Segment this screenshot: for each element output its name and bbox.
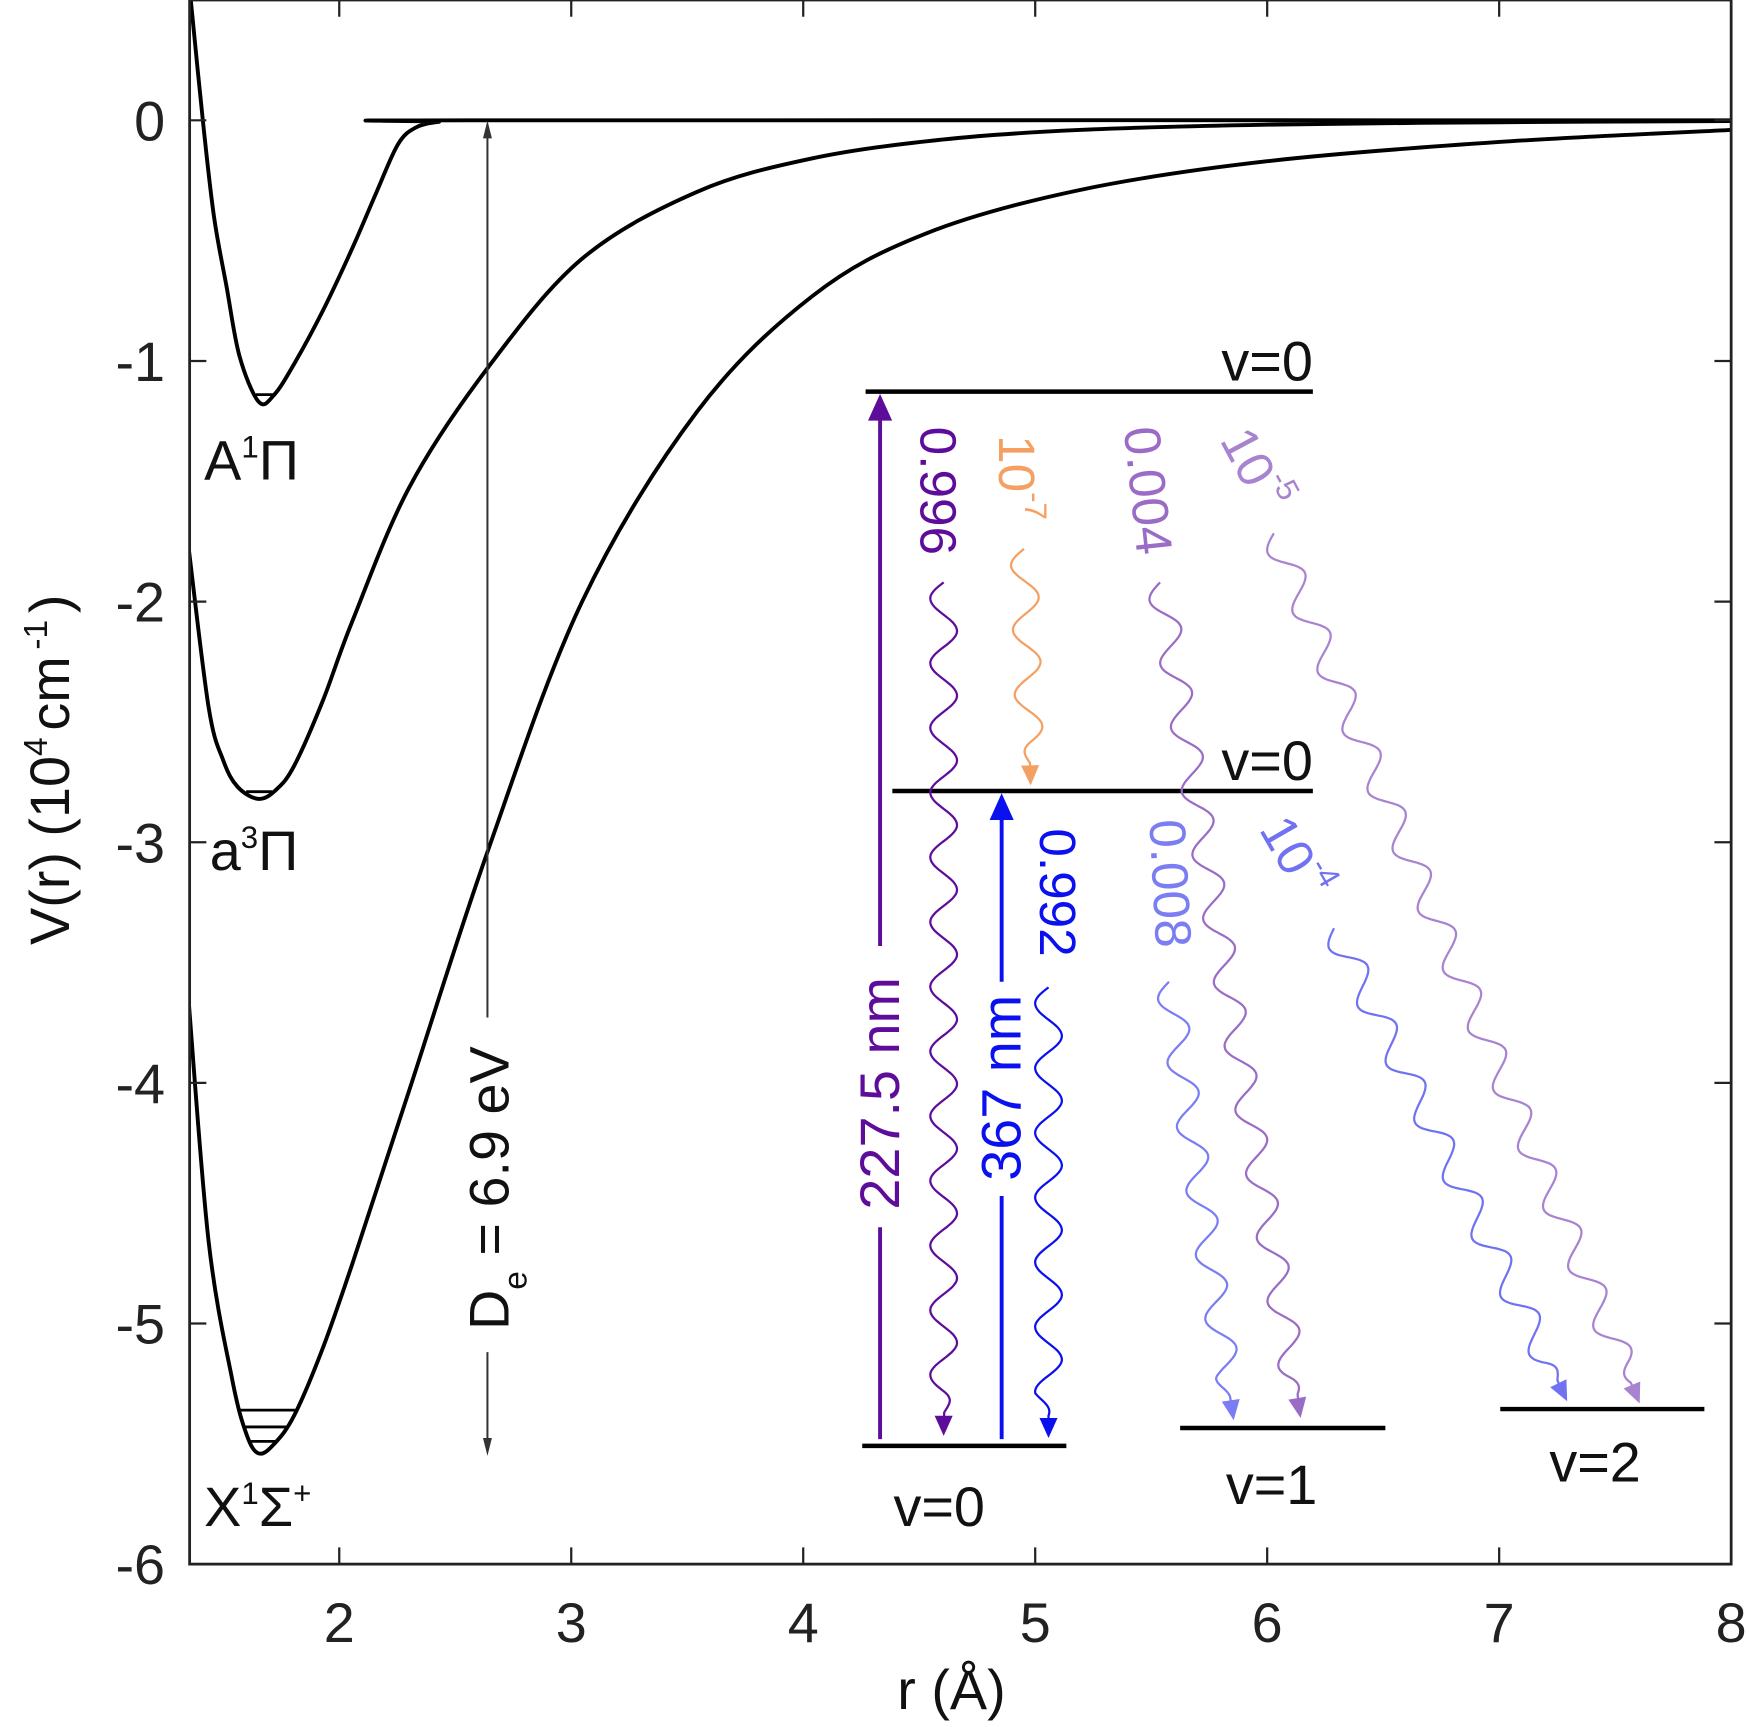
decay-wave: [1327, 927, 1565, 1394]
y-tick-label: -5: [115, 1294, 165, 1356]
x-tick-label: 3: [556, 1592, 587, 1654]
excitation-label-367nm: 367 nm: [971, 995, 1033, 1181]
level-label-ground-v2: v=2: [1549, 1432, 1640, 1494]
state-label-A: A1Π: [204, 429, 299, 491]
y-tick-label: -3: [115, 812, 165, 874]
decay-wave: [929, 581, 959, 1427]
axes: [188, 0, 1733, 1566]
branching-ratio-label: 10-7: [988, 435, 1052, 520]
y-tick-label: -6: [115, 1534, 165, 1596]
energy-levels: [862, 389, 1705, 1449]
arrowhead: [934, 1415, 953, 1436]
x-tick-label: 5: [1020, 1592, 1051, 1654]
tick-labels: 2 3 4 5 6 7 8 0 -1 -2 -3 -4 -5 -6: [115, 90, 1746, 1654]
decay-wave: [1266, 532, 1638, 1396]
x-tick-label: 7: [1484, 1592, 1515, 1654]
decay-wave: [1033, 986, 1064, 1430]
decay-Av0-to-av0: 10-7: [988, 435, 1053, 786]
branching-ratio-label: 0.996: [910, 427, 967, 555]
branching-ratio-label: 0.004: [1113, 424, 1183, 558]
decay-av0-to-Xv1: 0.008: [1139, 818, 1240, 1421]
branching-ratio-label: 10-4: [1249, 802, 1347, 908]
y-axis-label: V(r) (104 cm -1): [18, 595, 81, 945]
plot-frame: [188, 0, 1733, 1566]
dissociation-energy-arrow: [482, 120, 492, 1456]
excitation-arrow-0: [868, 393, 893, 1440]
state-label-a: a3Π: [210, 820, 299, 882]
decay-Av0-to-Xv0: 0.996: [910, 427, 967, 1436]
branching-ratio-label: 10-5: [1210, 415, 1307, 520]
arrowhead: [1623, 1381, 1641, 1404]
y-label-unit-exp: -1: [18, 620, 55, 650]
x-tick-label: 8: [1716, 1592, 1747, 1654]
curve-a3Π: [189, 119, 1732, 801]
arrowhead: [1288, 1396, 1307, 1418]
level-label-middle: v=0: [1221, 730, 1312, 792]
state-label-X: X1Σ+: [204, 1476, 311, 1538]
branching-ratio-label: 0.008: [1139, 818, 1203, 949]
arrowhead: [1550, 1379, 1568, 1402]
decay-Av0-to-Xv1: 0.004: [1113, 424, 1307, 1418]
y-label-close: ): [19, 595, 81, 614]
y-label-unit: cm: [19, 656, 81, 730]
curve-A1Π: [189, 0, 1732, 407]
y-tick-label: -1: [115, 331, 165, 393]
excitation-arrows: [868, 393, 1014, 1440]
arrowhead: [989, 793, 1014, 820]
potential-curves: [189, 0, 1732, 1456]
level-label-upper: v=0: [1221, 330, 1312, 392]
decay-Av0-to-Xv2: 10-5: [1210, 415, 1641, 1404]
y-tick-label: -2: [115, 572, 165, 634]
arrowhead: [1039, 1417, 1058, 1439]
arrowhead: [868, 393, 893, 421]
y-tick-label: 0: [134, 90, 165, 152]
dissociation-energy-label: De = 6.9 eV: [459, 1046, 535, 1330]
curve-X1Σ+: [189, 127, 1732, 1456]
arrowhead: [1021, 765, 1040, 786]
excitation-arrow-1: [989, 793, 1014, 1440]
x-tick-label: 6: [1252, 1592, 1283, 1654]
level-label-ground-v1: v=1: [1226, 1454, 1317, 1516]
decay-av0-to-Xv0: 0.992: [1030, 828, 1087, 1439]
arrowhead: [1221, 1399, 1240, 1421]
y-label-main: V(r) (10: [19, 756, 81, 945]
y-tick-label: -4: [115, 1053, 165, 1115]
branching-ratio-label: 0.992: [1030, 828, 1087, 956]
excitation-label-227nm: 227.5 nm: [849, 977, 911, 1210]
x-axis-label: r (Å): [897, 1659, 1005, 1721]
decay-wave: [1148, 581, 1301, 1410]
y-label-exp: 4: [18, 737, 55, 756]
level-label-ground-v0: v=0: [893, 1476, 984, 1538]
decay-wave: [1009, 548, 1044, 777]
decay-transitions: 0.996 10-7 0.004 10-5 0.992 0.008 10-4: [910, 415, 1641, 1439]
x-tick-label: 4: [788, 1592, 819, 1654]
decay-wave: [1156, 980, 1238, 1412]
x-tick-label: 2: [324, 1592, 355, 1654]
